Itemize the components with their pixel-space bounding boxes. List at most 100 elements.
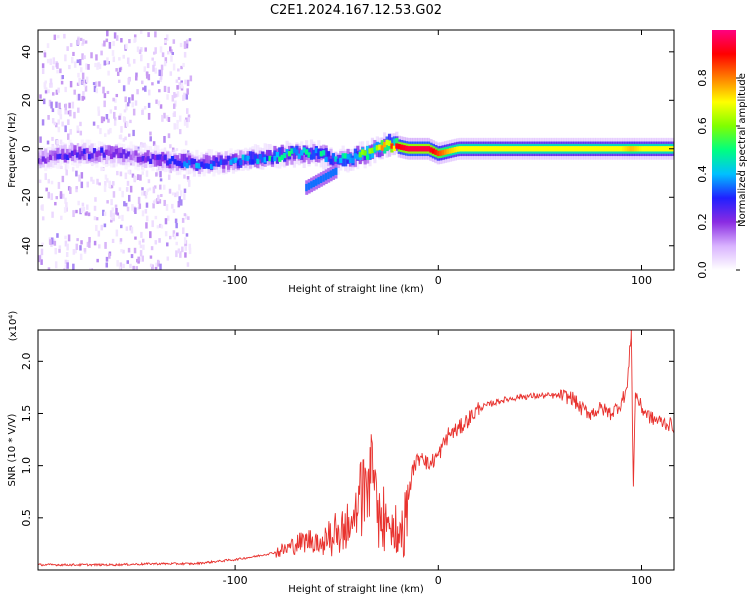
spectrogram-cell <box>619 146 623 152</box>
spectrogram-noise-cell <box>181 217 185 223</box>
spectrogram-cell <box>134 152 138 163</box>
spectrogram-cell <box>407 146 411 152</box>
spectrogram-cell <box>365 154 370 160</box>
spectrogram-noise-cell <box>172 209 176 213</box>
spectrogram-noise-cell <box>61 75 65 80</box>
spectrogram-noise-cell <box>123 201 126 207</box>
spectrogram-noise-cell <box>112 181 115 186</box>
spectrogram-cell <box>258 154 262 160</box>
spectrogram-noise-cell <box>46 43 50 49</box>
spectrogram-noise-cell <box>172 39 176 44</box>
spectrogram-noise-cell <box>97 109 101 116</box>
spectrogram-noise-cell <box>140 54 143 60</box>
spectrogram-noise-cell <box>186 79 190 87</box>
spectrogram-cell <box>117 147 121 158</box>
spectrogram-noise-cell <box>59 139 63 145</box>
spectrogram-noise-cell <box>56 139 59 145</box>
spectrogram-noise-cell <box>51 108 55 113</box>
spectrogram-cell <box>41 156 45 162</box>
spectrogram-cell <box>541 146 545 152</box>
spectrogram-noise-cell <box>103 60 106 66</box>
spectrogram-noise-cell <box>141 255 144 262</box>
spectrogram-noise-cell <box>112 56 116 63</box>
spectrogram-noise-cell <box>56 62 59 69</box>
spectrogram-cell <box>585 146 589 152</box>
spectrogram-cell <box>380 145 384 151</box>
spectrogram-cell <box>531 146 535 152</box>
spectrogram-noise-cell <box>64 240 68 247</box>
spectrogram-noise-cell <box>72 210 75 218</box>
spectrogram-noise-cell <box>163 85 167 93</box>
spectrogram-noise-cell <box>131 173 135 178</box>
spectrogram-noise-cell <box>130 226 134 234</box>
spectrogram-noise-cell <box>124 172 128 180</box>
spectrogram-cell <box>70 151 75 162</box>
spectrogram-noise-cell <box>107 118 110 123</box>
spectrogram-noise-cell <box>83 83 86 87</box>
spectrogram-noise-cell <box>116 212 120 216</box>
spectrogram-cell <box>253 155 258 161</box>
spectrogram-noise-cell <box>185 43 189 49</box>
spectrogram-cell <box>412 146 416 152</box>
spectrogram-noise-cell <box>127 194 131 202</box>
spectrogram-noise-cell <box>79 121 82 127</box>
spectrogram-noise-cell <box>137 259 140 264</box>
spectrogram-noise-cell <box>54 261 58 269</box>
spectrogram-noise-cell <box>103 185 107 192</box>
spectrogram-noise-cell <box>167 116 171 123</box>
spectrogram-noise-cell <box>56 233 59 238</box>
spectrogram-noise-cell <box>81 202 85 207</box>
spectrogram-noise-cell <box>41 204 44 211</box>
spectrogram-noise-cell <box>55 142 59 148</box>
spectrogram-noise-cell <box>56 35 60 39</box>
spectrogram-noise-cell <box>139 174 142 181</box>
spectrogram-noise-cell <box>145 215 149 222</box>
spectrogram-noise-cell <box>89 267 92 270</box>
spectrogram-cell <box>334 158 338 169</box>
spectrogram-noise-cell <box>79 208 82 215</box>
spectrogram-noise-cell <box>147 74 151 81</box>
spectrogram-noise-cell <box>113 32 117 39</box>
spectrogram-noise-cell <box>188 247 192 255</box>
spectrogram-noise-cell <box>112 191 116 198</box>
spectrogram-noise-cell <box>65 169 68 176</box>
spectrogram-cell <box>656 146 660 152</box>
spectrogram-cell <box>534 146 538 152</box>
spectrogram-noise-cell <box>87 212 91 217</box>
colorbar-tick-label: 0.8 <box>696 69 709 87</box>
spectrogram-noise-cell <box>136 258 139 263</box>
spectrogram-noise-cell <box>182 62 185 68</box>
spectrogram-noise-cell <box>100 224 104 231</box>
spectrogram-cell <box>661 146 665 152</box>
spectrogram-x-tick-label: -100 <box>223 274 248 287</box>
spectrogram-blob-cell <box>307 182 311 190</box>
spectrogram-cell <box>261 151 265 162</box>
spectrogram-cell <box>319 151 323 157</box>
spectrogram-cell <box>636 146 640 152</box>
spectrogram-noise-cell <box>141 210 145 217</box>
spectrogram-noise-cell <box>107 70 110 76</box>
spectrogram-noise-cell <box>126 102 130 107</box>
spectrogram-noise-cell <box>124 202 128 207</box>
spectrogram-cell <box>44 158 48 164</box>
snr-multiplier: (x10⁴) <box>8 311 19 342</box>
spectrogram-cell <box>461 146 465 152</box>
spectrogram-noise-cell <box>151 57 154 61</box>
spectrogram-noise-cell <box>67 119 70 126</box>
spectrogram-noise-cell <box>159 46 163 53</box>
spectrogram-cell <box>68 152 72 158</box>
spectrogram-noise-cell <box>139 30 143 34</box>
spectrogram-noise-cell <box>49 58 53 65</box>
spectrogram-noise-cell <box>116 170 119 176</box>
spectrogram-cell <box>663 146 667 152</box>
spectrogram-cell <box>48 154 53 161</box>
spectrogram-noise-cell <box>47 267 51 270</box>
spectrogram-noise-cell <box>104 133 107 137</box>
spectrogram-noise-cell <box>118 135 122 140</box>
spectrogram-noise-cell <box>73 111 76 119</box>
spectrogram-noise-cell <box>103 211 107 217</box>
spectrogram-noise-cell <box>94 197 97 202</box>
spectrogram-noise-cell <box>136 174 140 180</box>
spectrogram-noise-cell <box>131 204 134 211</box>
